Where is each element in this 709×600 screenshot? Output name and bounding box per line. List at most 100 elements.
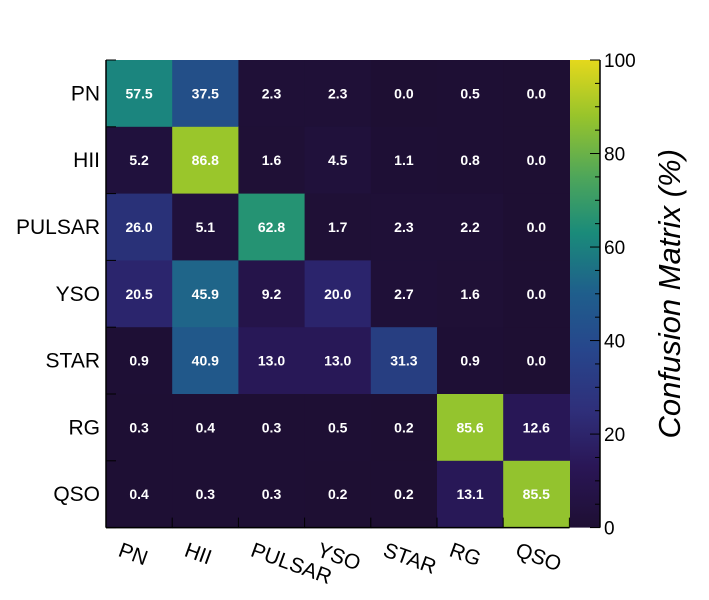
y-tick-label: STAR: [46, 350, 100, 373]
heatmap-cell: [238, 126, 306, 195]
cell-value-label: 31.3: [390, 353, 417, 369]
cell-value-label: 2.3: [328, 85, 348, 101]
cell-value-label: 0.2: [394, 419, 414, 435]
cell-value-label: 1.6: [262, 152, 282, 168]
heatmap-cell: [172, 260, 239, 328]
cell-value-label: 62.8: [258, 219, 285, 235]
heatmap-cell: [106, 126, 173, 195]
cell-value-label: 13.0: [258, 353, 285, 369]
heatmap-cell: [437, 193, 504, 261]
heatmap-cell: [238, 460, 306, 529]
colorbar-tick-label: 80: [604, 145, 625, 166]
cell-value-label: 0.0: [527, 219, 547, 235]
heatmap-cell: [503, 260, 570, 328]
heatmap-cell: [503, 60, 570, 128]
x-tick-label: PN: [115, 539, 150, 571]
cell-value-label: 86.8: [192, 152, 219, 168]
heatmap-cell: [172, 327, 239, 395]
cell-value-label: 0.4: [129, 486, 149, 502]
heatmap-cell: [370, 126, 438, 195]
heatmap-cell: [238, 394, 306, 462]
cell-value-label: 0.3: [262, 419, 282, 435]
heatmap-cell: [172, 126, 239, 195]
cell-value-label: 0.0: [527, 85, 547, 101]
cell-value-label: 0.3: [196, 486, 216, 502]
y-tick-label: QSO: [53, 483, 100, 506]
cell-value-label: 0.2: [328, 486, 348, 502]
cell-value-label: 20.5: [125, 286, 152, 302]
heatmap-cell: [503, 126, 570, 195]
heatmap-cell: [238, 327, 306, 395]
heatmap-cell: [172, 193, 239, 261]
heatmap-cell: [172, 394, 239, 462]
heatmap-cell: [370, 460, 438, 529]
cell-value-label: 26.0: [125, 219, 152, 235]
heatmap-cell: [106, 394, 173, 462]
cell-value-label: 45.9: [192, 286, 219, 302]
heatmap-cell: [304, 460, 372, 529]
cell-value-label: 2.3: [394, 219, 414, 235]
cell-value-label: 85.5: [523, 486, 550, 502]
cell-value-label: 2.3: [262, 85, 282, 101]
heatmap-cell-values: 57.5 37.5 2.3 2.3 0.0 0.5 0.0 5.2 86.8 1.6 4.5 1.1 0…: [125, 85, 550, 502]
heatmap-cell: [304, 60, 372, 128]
cell-value-label: 2.2: [460, 219, 480, 235]
cell-value-label: 1.6: [460, 286, 480, 302]
heatmap-cell: [437, 327, 504, 395]
heatmap-cell: [106, 60, 173, 128]
heatmap-cell: [304, 260, 372, 328]
heatmap-cell: [106, 260, 173, 328]
cell-value-label: 12.6: [523, 419, 550, 435]
cell-value-label: 0.3: [262, 486, 282, 502]
colorbar-tick-label: 100: [604, 51, 636, 72]
heatmap-cell: [503, 460, 570, 529]
cell-value-label: 9.2: [262, 286, 282, 302]
colorbar-title: Confusion Matrix (%): [652, 149, 687, 438]
x-tick-label: RG: [446, 539, 483, 571]
cell-value-label: 2.7: [394, 286, 414, 302]
colorbar-tick-label: 40: [604, 332, 625, 353]
heatmap-cell: [106, 460, 173, 529]
heatmap-cell: [370, 60, 438, 128]
cell-value-label: 0.5: [328, 419, 348, 435]
heatmap-cell: [503, 193, 570, 261]
cell-value-label: 40.9: [192, 353, 219, 369]
cell-value-label: 0.3: [129, 419, 149, 435]
heatmap-cell: [106, 327, 173, 395]
cell-value-label: 20.0: [324, 286, 351, 302]
plot-frame: [105, 59, 570, 529]
cell-value-label: 13.1: [456, 486, 483, 502]
heatmap-cell: [304, 327, 372, 395]
cell-value-label: 1.1: [394, 152, 414, 168]
x-tick-label: QSO: [513, 539, 565, 577]
heatmap-cell: [370, 193, 438, 261]
heatmap-cell: [370, 260, 438, 328]
cell-value-label: 37.5: [192, 85, 219, 101]
heatmap-cell: [172, 60, 239, 128]
heatmap-cell: [238, 193, 306, 261]
cell-value-label: 0.5: [460, 85, 480, 101]
cell-value-label: 0.0: [527, 353, 547, 369]
cell-value-label: 1.7: [328, 219, 348, 235]
heatmap-cell: [172, 460, 239, 529]
heatmap-cell: [238, 60, 306, 128]
colorbar-tick-label: 20: [604, 425, 625, 446]
cell-value-label: 0.4: [196, 419, 216, 435]
cell-value-label: 0.0: [394, 85, 414, 101]
x-tick-label: HII: [182, 539, 215, 570]
cell-value-label: 13.0: [324, 353, 351, 369]
cell-value-label: 4.5: [328, 152, 348, 168]
colorbar: 0 20 40 60 80 100 Confusion Matrix (%): [570, 51, 687, 540]
heatmap-cell: [304, 193, 372, 261]
heatmap-cell: [238, 260, 306, 328]
cell-value-label: 0.8: [460, 152, 480, 168]
cell-value-label: 5.2: [129, 152, 149, 168]
cell-value-label: 5.1: [196, 219, 216, 235]
cell-value-label: 0.9: [460, 353, 480, 369]
cell-value-label: 0.9: [129, 353, 149, 369]
cell-value-label: 0.0: [527, 152, 547, 168]
cell-value-label: 85.6: [456, 419, 483, 435]
heatmap-cell: [437, 394, 504, 462]
heatmap-cell: [370, 394, 438, 462]
y-tick-label: HII: [73, 149, 100, 172]
